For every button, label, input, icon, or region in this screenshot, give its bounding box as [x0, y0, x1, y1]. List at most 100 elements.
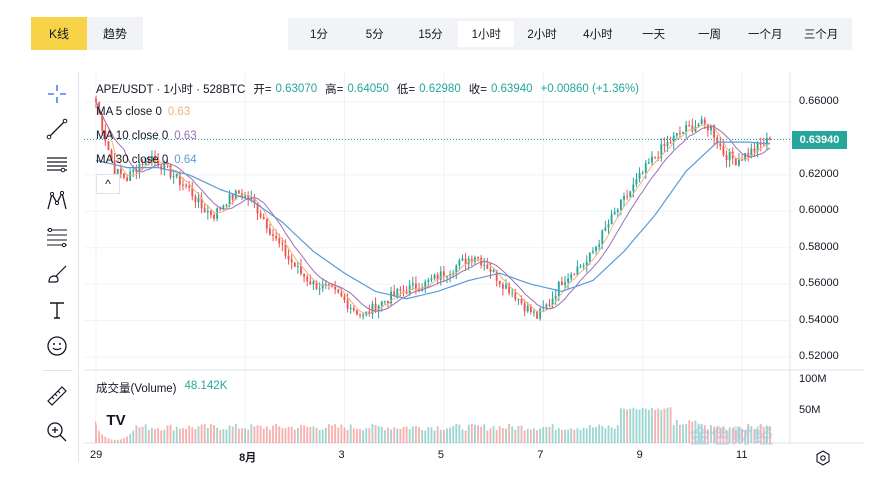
ma10-value: 0.63 [174, 130, 197, 142]
volume-bar [654, 409, 657, 443]
volume-bar [706, 429, 709, 443]
candle-body [548, 304, 551, 306]
volume-bar [365, 428, 368, 443]
ma30-line [95, 141, 771, 300]
interval-tab-9[interactable]: 三个月 [803, 29, 839, 41]
volume-bar [626, 409, 629, 443]
candle-body [390, 291, 392, 304]
candle-body [135, 169, 138, 173]
time-tick-label: 8月 [239, 452, 257, 464]
volume-bar [439, 429, 442, 443]
candle-body [119, 168, 122, 174]
volume-bar [576, 428, 579, 443]
candle-body [209, 210, 212, 215]
ma5-legend[interactable]: MA 5 close 0 0.63 [96, 100, 639, 124]
volume-bar [545, 426, 548, 443]
candle-body [741, 159, 743, 161]
legend-collapse-button[interactable]: ^ [96, 174, 120, 194]
volume-bar [523, 430, 526, 443]
mode-tab-0[interactable]: K线 [31, 17, 87, 50]
volume-legend[interactable]: 成交量(Volume) 48.142K [96, 380, 227, 396]
candle-body [641, 172, 644, 174]
candle-body [526, 305, 529, 312]
candle-body [635, 179, 638, 185]
volume-bar [324, 427, 327, 443]
candle-body [439, 271, 442, 280]
volume-bar [595, 427, 597, 443]
ma30-label: MA 30 close 0 [96, 154, 169, 166]
volume-bar [592, 427, 594, 443]
volume-bar [539, 428, 542, 443]
price-chart[interactable] [84, 72, 864, 472]
volume-bar [492, 426, 495, 443]
interval-tab-1[interactable]: 5分 [365, 29, 384, 41]
mode-tab-1[interactable]: 趋势 [87, 17, 143, 50]
candle-body [250, 197, 253, 200]
volume-bar [651, 407, 653, 443]
volume-bar [178, 428, 181, 443]
ruler-icon[interactable] [41, 382, 73, 410]
volume-bar [318, 429, 321, 443]
ma30-legend[interactable]: MA 30 close 0 0.64 [96, 148, 639, 172]
ma10-legend[interactable]: MA 10 close 0 0.63 [96, 124, 639, 148]
candle-body [116, 168, 119, 176]
volume-bar [306, 426, 309, 443]
change-value: +0.00860 (+1.36%) [540, 83, 639, 95]
candle-body [175, 173, 178, 177]
candle-body [200, 197, 203, 209]
candle-body [492, 270, 495, 272]
interval-tab-8[interactable]: 一个月 [748, 29, 783, 41]
volume-bar [588, 424, 591, 443]
candle-body [694, 126, 697, 132]
volume-bar [669, 407, 672, 443]
crosshair-icon[interactable] [41, 80, 73, 108]
mode-tabs: K线 趋势 [31, 17, 143, 50]
interval-tab-3[interactable]: 1小时 [458, 21, 515, 47]
symbol-label[interactable]: APE/USDT · 1小时 · 528BTC [96, 84, 246, 96]
candle-body [619, 199, 622, 210]
volume-bar [529, 429, 532, 443]
volume-bar [769, 426, 771, 443]
candle-body [722, 146, 725, 156]
ma10-label: MA 10 close 0 [96, 130, 169, 142]
volume-bar [209, 424, 212, 443]
horizontal-lines-icon[interactable] [41, 150, 73, 178]
interval-tab-0[interactable]: 1分 [309, 29, 328, 41]
brush-icon[interactable] [41, 260, 73, 288]
zoom-icon[interactable] [41, 418, 73, 446]
candle-body [346, 299, 349, 309]
interval-tab-5[interactable]: 4小时 [583, 29, 613, 41]
volume-bar [694, 420, 697, 443]
volume-bar [750, 426, 753, 443]
settings-icon[interactable] [815, 450, 831, 466]
candle-body [129, 171, 132, 181]
text-icon[interactable] [41, 296, 73, 324]
candle-body [95, 98, 97, 103]
volume-bar [567, 429, 570, 443]
trend-line-icon[interactable] [41, 115, 73, 143]
interval-tab-6[interactable]: 一天 [642, 29, 666, 41]
volume-bar [449, 427, 452, 443]
candle-body [644, 163, 647, 173]
chart-canvas[interactable] [84, 72, 864, 472]
volume-bar [542, 427, 545, 443]
candle-body [359, 314, 361, 316]
volume-bar [613, 428, 616, 443]
volume-bar [638, 409, 641, 443]
emoji-icon[interactable] [41, 332, 73, 360]
interval-tab-2[interactable]: 15分 [418, 29, 443, 41]
volume-bar [663, 408, 666, 443]
interval-tab-4[interactable]: 2小时 [527, 29, 557, 41]
volume-bar [697, 423, 700, 443]
volume-bar [216, 427, 219, 443]
volume-bar [312, 426, 315, 443]
candle-body [762, 144, 765, 146]
interval-tab-7[interactable]: 一周 [697, 29, 721, 41]
candle-body [191, 187, 194, 197]
pattern-icon[interactable] [41, 187, 73, 215]
fib-icon[interactable] [41, 223, 73, 251]
candle-body [551, 298, 554, 305]
volume-bar [430, 427, 433, 443]
candle-body [396, 289, 399, 296]
volume-bar [660, 409, 663, 443]
